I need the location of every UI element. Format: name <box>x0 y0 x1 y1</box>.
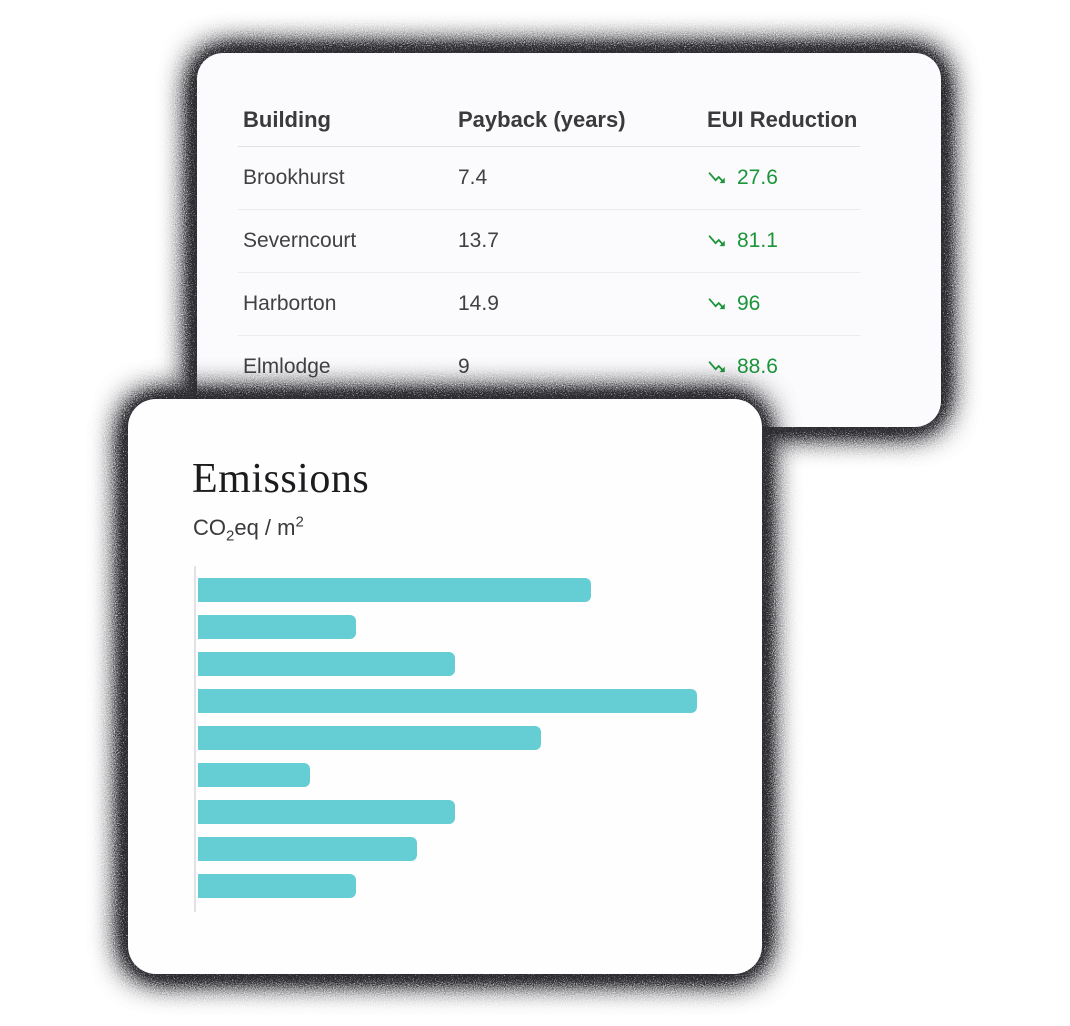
emissions-bar <box>198 578 591 602</box>
chart-unit-label: CO2eq / m2 <box>193 513 304 545</box>
table-row: Elmlodge 9 88.6 <box>238 336 860 398</box>
payback-value: 13.7 <box>458 229 499 252</box>
emissions-bar <box>198 800 455 824</box>
eui-reduction-value: 81.1 <box>737 229 778 252</box>
building-name: Severncourt <box>243 229 357 252</box>
emissions-bar <box>198 689 697 713</box>
table-row: Harborton 14.9 96 <box>238 273 860 336</box>
eui-reduction-cell: 27.6 <box>702 166 860 190</box>
emissions-bar <box>198 837 417 861</box>
eui-reduction-value: 27.6 <box>737 166 778 189</box>
emissions-bar <box>198 726 541 750</box>
building-name: Elmlodge <box>243 355 331 378</box>
payback-value: 14.9 <box>458 292 499 315</box>
table-header-row: Building Payback (years) EUI Reduction <box>238 93 860 147</box>
building-name: Harborton <box>243 292 337 315</box>
trending-down-arrow-icon <box>707 359 728 376</box>
emissions-bar <box>198 652 455 676</box>
trending-down-arrow-icon <box>707 170 728 187</box>
trending-down-arrow-icon <box>707 233 728 250</box>
eui-reduction-value: 88.6 <box>737 355 778 378</box>
table-row: Brookhurst 7.4 27.6 <box>238 147 860 210</box>
eui-reduction-value: 96 <box>737 292 761 315</box>
eui-reduction-cell: 96 <box>702 292 860 316</box>
payback-value: 7.4 <box>458 166 488 189</box>
trending-down-arrow-icon <box>707 296 728 313</box>
eui-reduction-cell: 88.6 <box>702 355 860 379</box>
column-header-building: Building <box>243 106 331 132</box>
emissions-bar <box>198 615 356 639</box>
chart-title: Emissions <box>192 456 370 502</box>
payback-value: 9 <box>458 355 470 378</box>
payback-table-card: Building Payback (years) EUI Reduction B… <box>197 53 941 427</box>
building-name: Brookhurst <box>243 166 345 189</box>
payback-table: Building Payback (years) EUI Reduction B… <box>238 93 860 398</box>
emissions-bar <box>198 874 356 898</box>
bar-chart <box>194 566 714 912</box>
column-header-eui-reduction: EUI Reduction <box>707 106 858 132</box>
emissions-bar <box>198 763 310 787</box>
eui-reduction-cell: 81.1 <box>702 229 860 253</box>
column-header-payback: Payback (years) <box>458 106 626 132</box>
emissions-chart-card: Emissions CO2eq / m2 <box>128 399 762 974</box>
table-row: Severncourt 13.7 81.1 <box>238 210 860 273</box>
